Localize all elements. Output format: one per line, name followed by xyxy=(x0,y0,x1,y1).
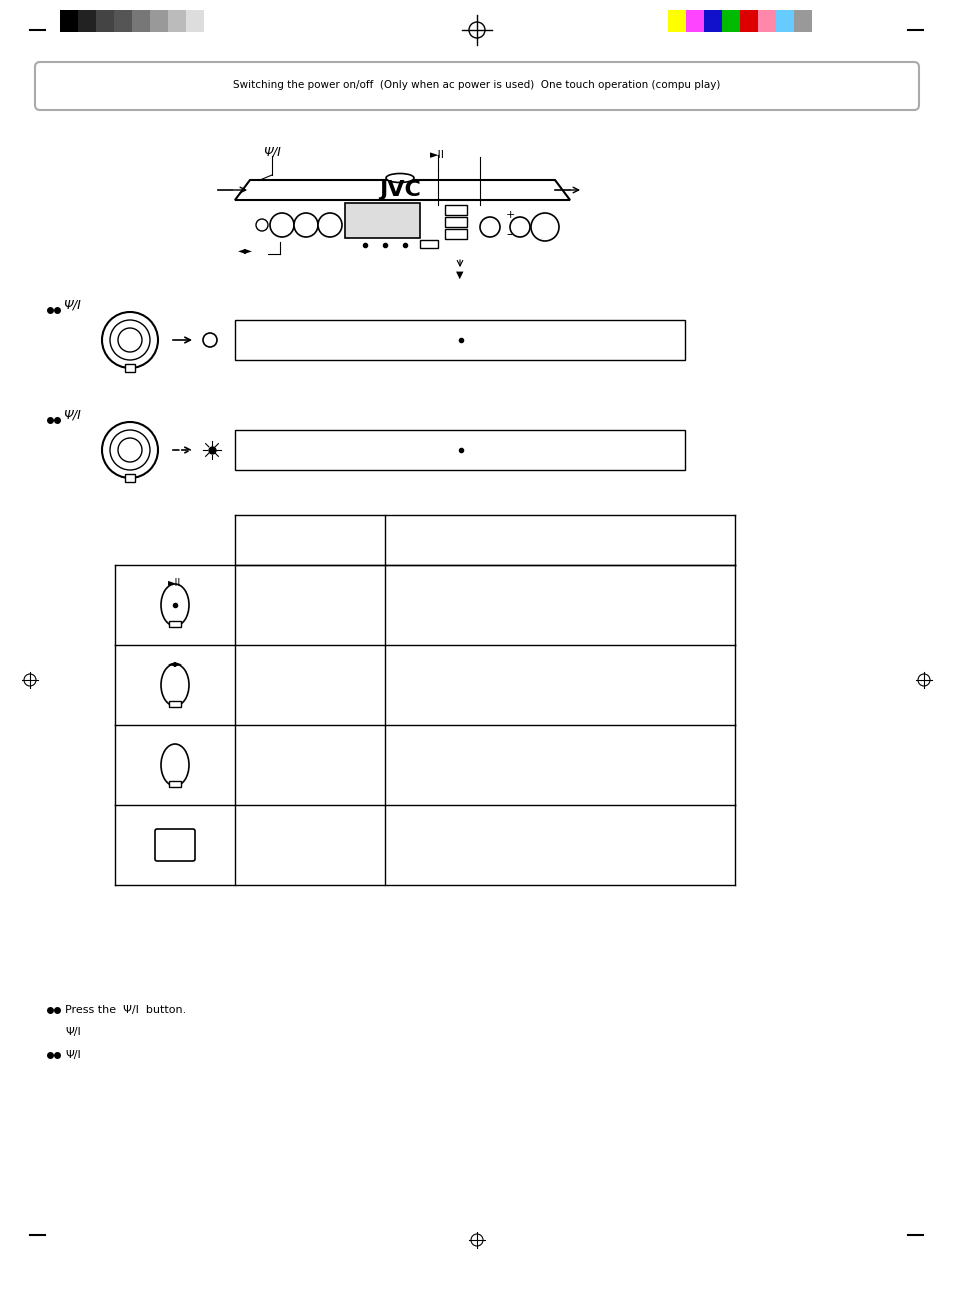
Text: Switching the power on/off  (Only when ac power is used)  One touch operation (c: Switching the power on/off (Only when ac… xyxy=(233,81,720,90)
Text: –: – xyxy=(506,229,513,242)
Text: +: + xyxy=(505,211,515,220)
Text: JVC: JVC xyxy=(378,179,420,200)
Circle shape xyxy=(118,328,142,352)
Bar xyxy=(125,474,135,482)
FancyBboxPatch shape xyxy=(154,829,194,861)
Bar xyxy=(685,10,703,32)
Text: ◄►: ◄► xyxy=(237,244,253,255)
Bar xyxy=(721,10,740,32)
Bar xyxy=(444,205,467,214)
Circle shape xyxy=(110,430,150,471)
Text: ►II: ►II xyxy=(168,578,181,588)
Bar xyxy=(234,430,684,471)
Ellipse shape xyxy=(161,664,189,706)
Bar xyxy=(703,10,721,32)
Circle shape xyxy=(102,312,158,368)
Text: ▼: ▼ xyxy=(456,270,463,280)
Bar xyxy=(419,240,437,248)
Bar xyxy=(204,10,222,32)
Ellipse shape xyxy=(161,584,189,627)
Text: Ψ/I: Ψ/I xyxy=(263,146,280,159)
Text: ◄►: ◄► xyxy=(168,658,182,668)
Text: Ψ/I: Ψ/I xyxy=(63,408,81,421)
Circle shape xyxy=(102,422,158,478)
Bar xyxy=(169,621,181,627)
Bar xyxy=(740,10,758,32)
Circle shape xyxy=(317,213,341,237)
Text: Ψ/I: Ψ/I xyxy=(65,1050,81,1060)
Circle shape xyxy=(110,320,150,360)
Bar xyxy=(234,320,684,360)
Bar xyxy=(168,10,186,32)
Ellipse shape xyxy=(386,173,414,182)
Text: Press the  Ψ/I  button.: Press the Ψ/I button. xyxy=(65,1005,186,1015)
Bar xyxy=(345,203,419,238)
Text: ►II: ►II xyxy=(430,150,444,160)
Bar xyxy=(96,10,113,32)
Bar xyxy=(444,229,467,239)
Text: Ψ/I: Ψ/I xyxy=(65,1027,81,1037)
Bar xyxy=(78,10,96,32)
Bar xyxy=(132,10,150,32)
Circle shape xyxy=(531,213,558,240)
Bar xyxy=(775,10,793,32)
Bar xyxy=(667,10,685,32)
Bar xyxy=(444,217,467,228)
Circle shape xyxy=(294,213,317,237)
Text: Ψ/I: Ψ/I xyxy=(63,299,81,312)
Circle shape xyxy=(479,217,499,237)
Bar xyxy=(60,10,78,32)
Circle shape xyxy=(118,438,142,462)
Bar xyxy=(793,10,811,32)
Bar xyxy=(186,10,204,32)
Circle shape xyxy=(510,217,530,237)
Circle shape xyxy=(535,217,555,237)
Bar xyxy=(150,10,168,32)
Ellipse shape xyxy=(161,744,189,786)
Circle shape xyxy=(270,213,294,237)
Polygon shape xyxy=(234,179,569,200)
Bar xyxy=(758,10,775,32)
Circle shape xyxy=(203,333,216,347)
Bar xyxy=(113,10,132,32)
FancyBboxPatch shape xyxy=(35,62,918,110)
Circle shape xyxy=(255,218,268,231)
Bar xyxy=(169,781,181,786)
Bar xyxy=(125,364,135,372)
Bar xyxy=(169,701,181,707)
